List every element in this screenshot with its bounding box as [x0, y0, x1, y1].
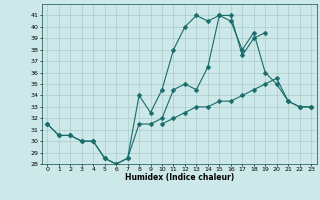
X-axis label: Humidex (Indice chaleur): Humidex (Indice chaleur) — [124, 173, 234, 182]
